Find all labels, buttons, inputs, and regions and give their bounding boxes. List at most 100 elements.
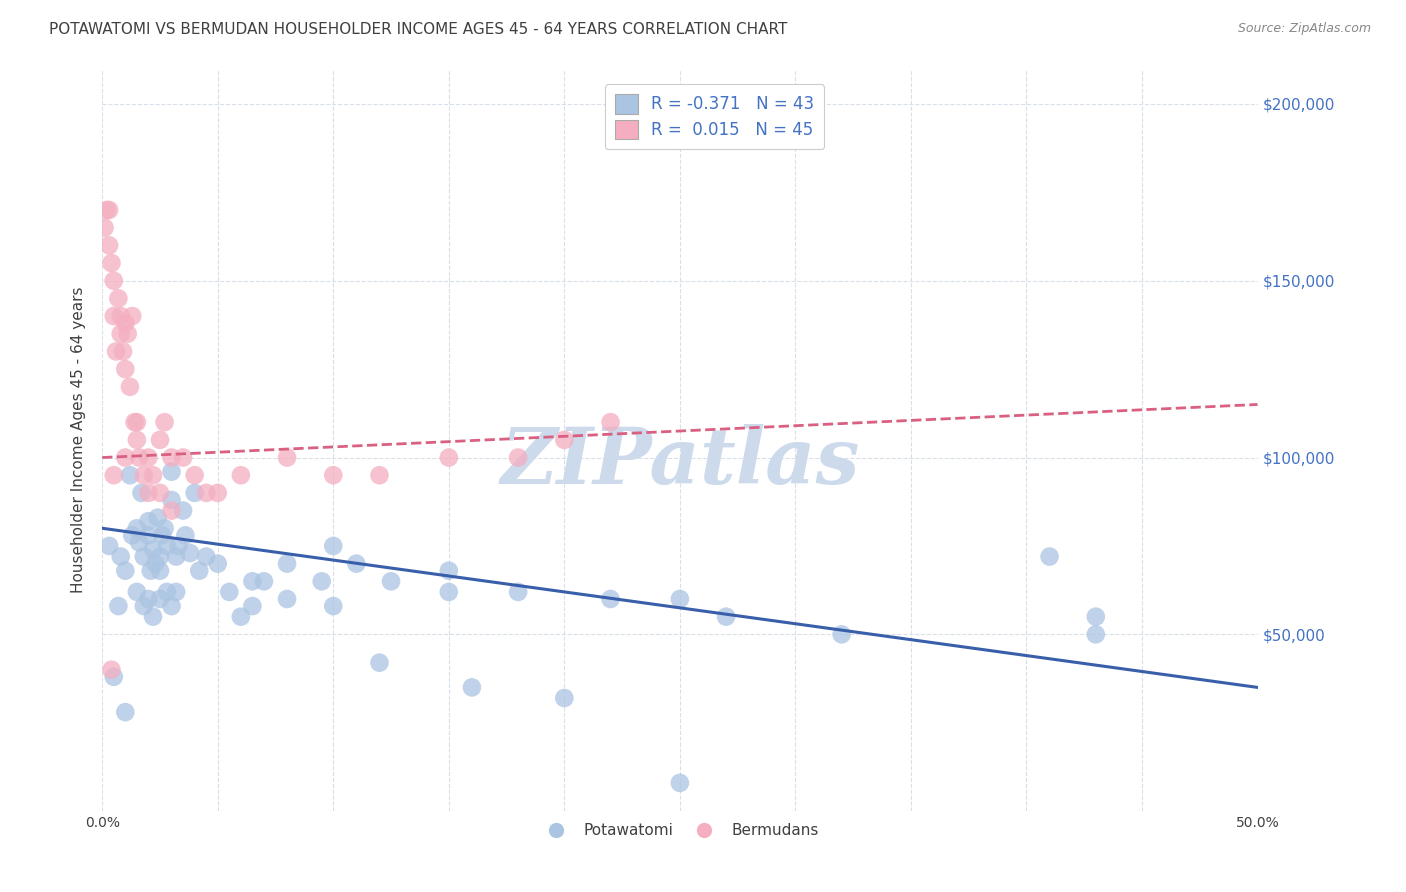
Text: Source: ZipAtlas.com: Source: ZipAtlas.com xyxy=(1237,22,1371,36)
Point xyxy=(322,539,344,553)
Point xyxy=(669,592,692,607)
Point xyxy=(437,564,460,578)
Point xyxy=(149,486,172,500)
Point xyxy=(229,468,252,483)
Point xyxy=(138,528,160,542)
Point xyxy=(103,670,125,684)
Point xyxy=(142,542,165,557)
Point xyxy=(117,326,139,341)
Point xyxy=(138,514,160,528)
Point xyxy=(98,539,121,553)
Point xyxy=(160,465,183,479)
Point xyxy=(132,599,155,613)
Point xyxy=(218,585,240,599)
Point xyxy=(276,557,298,571)
Point xyxy=(121,528,143,542)
Point xyxy=(107,599,129,613)
Point xyxy=(508,585,530,599)
Point xyxy=(98,202,121,217)
Point xyxy=(160,599,183,613)
Point xyxy=(111,344,134,359)
Point xyxy=(146,510,169,524)
Legend: Potawatomi, Bermudans: Potawatomi, Bermudans xyxy=(534,817,825,845)
Text: ZIPatlas: ZIPatlas xyxy=(501,424,859,500)
Point xyxy=(599,592,621,607)
Point xyxy=(437,450,460,465)
Point xyxy=(207,557,229,571)
Point xyxy=(599,415,621,429)
Point xyxy=(253,574,276,589)
Point xyxy=(276,592,298,607)
Point xyxy=(143,557,166,571)
Point xyxy=(100,256,122,270)
Point xyxy=(110,326,132,341)
Point xyxy=(96,202,118,217)
Point xyxy=(160,493,183,508)
Point xyxy=(132,549,155,564)
Point xyxy=(368,656,391,670)
Point xyxy=(311,574,333,589)
Point xyxy=(156,539,179,553)
Point xyxy=(125,433,148,447)
Point xyxy=(160,450,183,465)
Point xyxy=(172,503,194,517)
Point xyxy=(183,468,205,483)
Point xyxy=(276,450,298,465)
Point xyxy=(125,521,148,535)
Point xyxy=(179,546,201,560)
Point xyxy=(183,486,205,500)
Point xyxy=(138,592,160,607)
Point xyxy=(118,468,141,483)
Point xyxy=(110,549,132,564)
Point xyxy=(142,468,165,483)
Point xyxy=(124,415,146,429)
Point xyxy=(553,433,575,447)
Point xyxy=(508,450,530,465)
Point xyxy=(153,415,176,429)
Point xyxy=(118,380,141,394)
Point xyxy=(368,468,391,483)
Point xyxy=(153,521,176,535)
Point xyxy=(156,585,179,599)
Point xyxy=(114,316,136,330)
Point xyxy=(1084,609,1107,624)
Point xyxy=(437,585,460,599)
Point xyxy=(322,599,344,613)
Point xyxy=(714,609,737,624)
Point xyxy=(139,564,162,578)
Point xyxy=(131,486,153,500)
Point xyxy=(142,609,165,624)
Point xyxy=(174,528,197,542)
Point xyxy=(98,238,121,252)
Point xyxy=(461,681,484,695)
Point xyxy=(1084,627,1107,641)
Y-axis label: Householder Income Ages 45 - 64 years: Householder Income Ages 45 - 64 years xyxy=(72,286,86,593)
Point xyxy=(167,539,190,553)
Point xyxy=(149,433,172,447)
Point xyxy=(172,450,194,465)
Point xyxy=(110,309,132,323)
Point xyxy=(138,450,160,465)
Point xyxy=(165,585,187,599)
Point xyxy=(188,564,211,578)
Point xyxy=(114,564,136,578)
Point xyxy=(165,549,187,564)
Point xyxy=(322,468,344,483)
Point xyxy=(125,415,148,429)
Point xyxy=(553,691,575,706)
Point xyxy=(132,468,155,483)
Point xyxy=(207,486,229,500)
Point xyxy=(229,609,252,624)
Point xyxy=(114,705,136,719)
Point xyxy=(149,564,172,578)
Point xyxy=(150,528,173,542)
Point xyxy=(128,450,150,465)
Point xyxy=(93,220,115,235)
Point xyxy=(344,557,367,571)
Point xyxy=(114,362,136,376)
Point xyxy=(103,309,125,323)
Point xyxy=(669,776,692,790)
Point xyxy=(380,574,402,589)
Point xyxy=(114,450,136,465)
Point xyxy=(138,486,160,500)
